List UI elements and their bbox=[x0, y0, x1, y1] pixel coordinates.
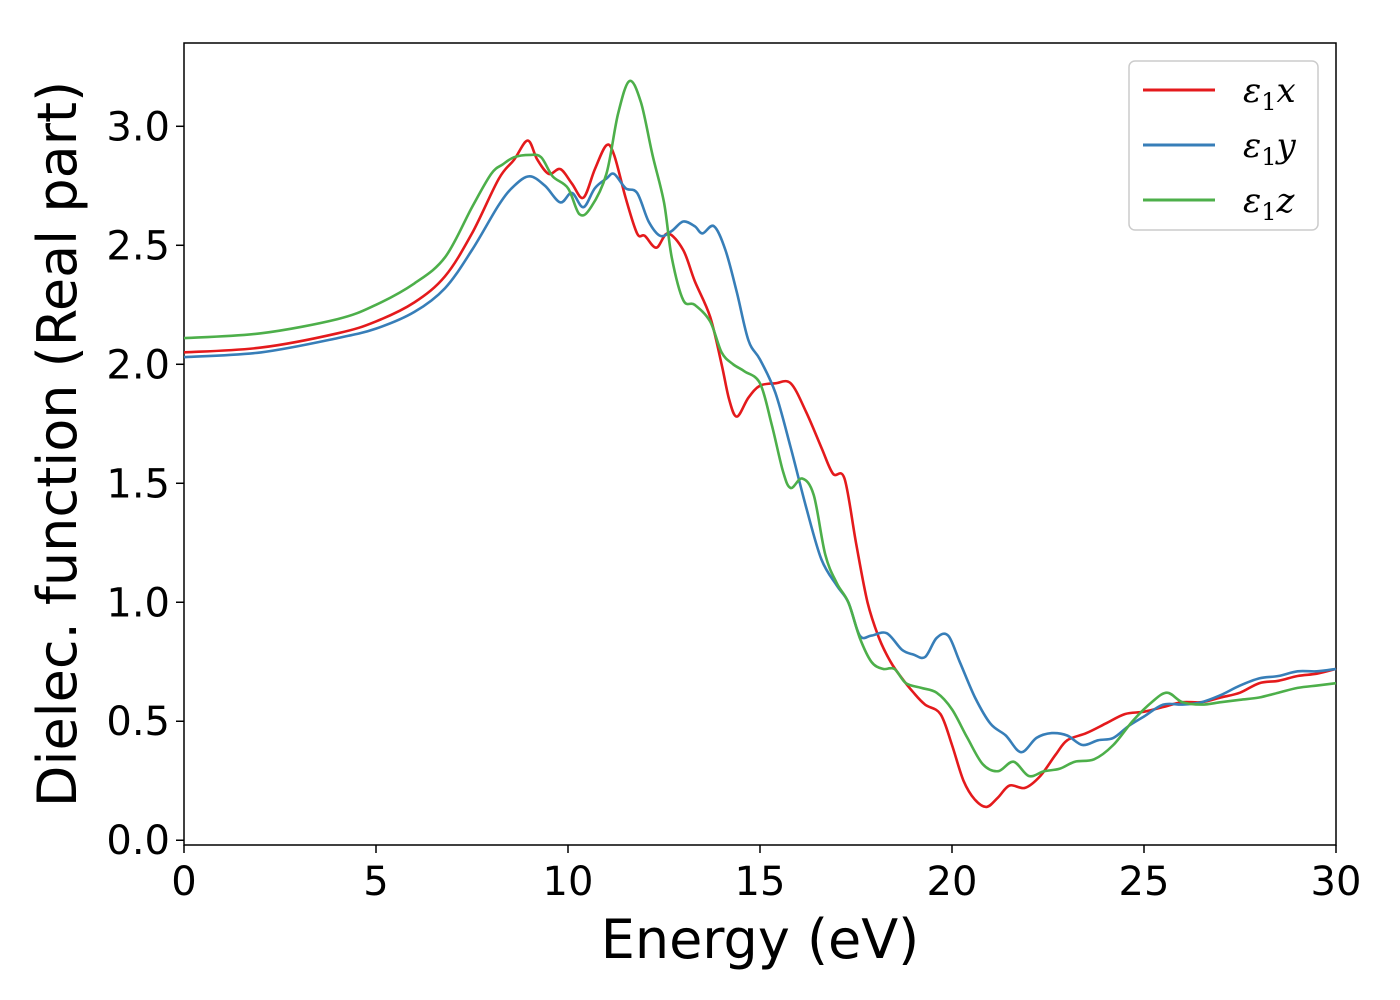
x-axis-title: Energy (eV) bbox=[601, 908, 920, 971]
series-layer bbox=[183, 79, 1337, 809]
x-tick-label: 0 bbox=[171, 859, 196, 905]
y-tick-label: 3.0 bbox=[106, 104, 170, 150]
x-tick-label: 5 bbox=[363, 859, 388, 905]
x-tick-label: 30 bbox=[1311, 859, 1362, 905]
x-tick-label: 25 bbox=[1119, 859, 1170, 905]
legend-label-0: ε1x bbox=[1243, 71, 1296, 116]
y-tick-label: 0.0 bbox=[106, 818, 170, 864]
legend-box bbox=[1128, 60, 1319, 231]
x-axis-ticks: 0 5 10 15 20 25 30 bbox=[171, 845, 1361, 905]
x-tick-label: 20 bbox=[927, 859, 978, 905]
legend: ε1x ε1y ε1z bbox=[1128, 60, 1319, 231]
y-tick-label: 1.5 bbox=[106, 461, 170, 507]
y-tick-label: 0.5 bbox=[106, 699, 170, 745]
y-axis-title: Dielec. function (Real part) bbox=[26, 81, 89, 807]
y-tick-label: 2.5 bbox=[106, 223, 170, 269]
series-line-2 bbox=[183, 79, 1337, 778]
y-tick-label: 1.0 bbox=[106, 580, 170, 626]
legend-label-2: ε1z bbox=[1243, 181, 1296, 226]
legend-label-1: ε1y bbox=[1243, 126, 1297, 171]
x-tick-label: 10 bbox=[543, 859, 594, 905]
x-tick-label: 15 bbox=[735, 859, 786, 905]
y-tick-label: 2.0 bbox=[106, 342, 170, 388]
y-axis-ticks: 0.0 0.5 1.0 1.5 2.0 2.5 3.0 bbox=[106, 104, 184, 864]
